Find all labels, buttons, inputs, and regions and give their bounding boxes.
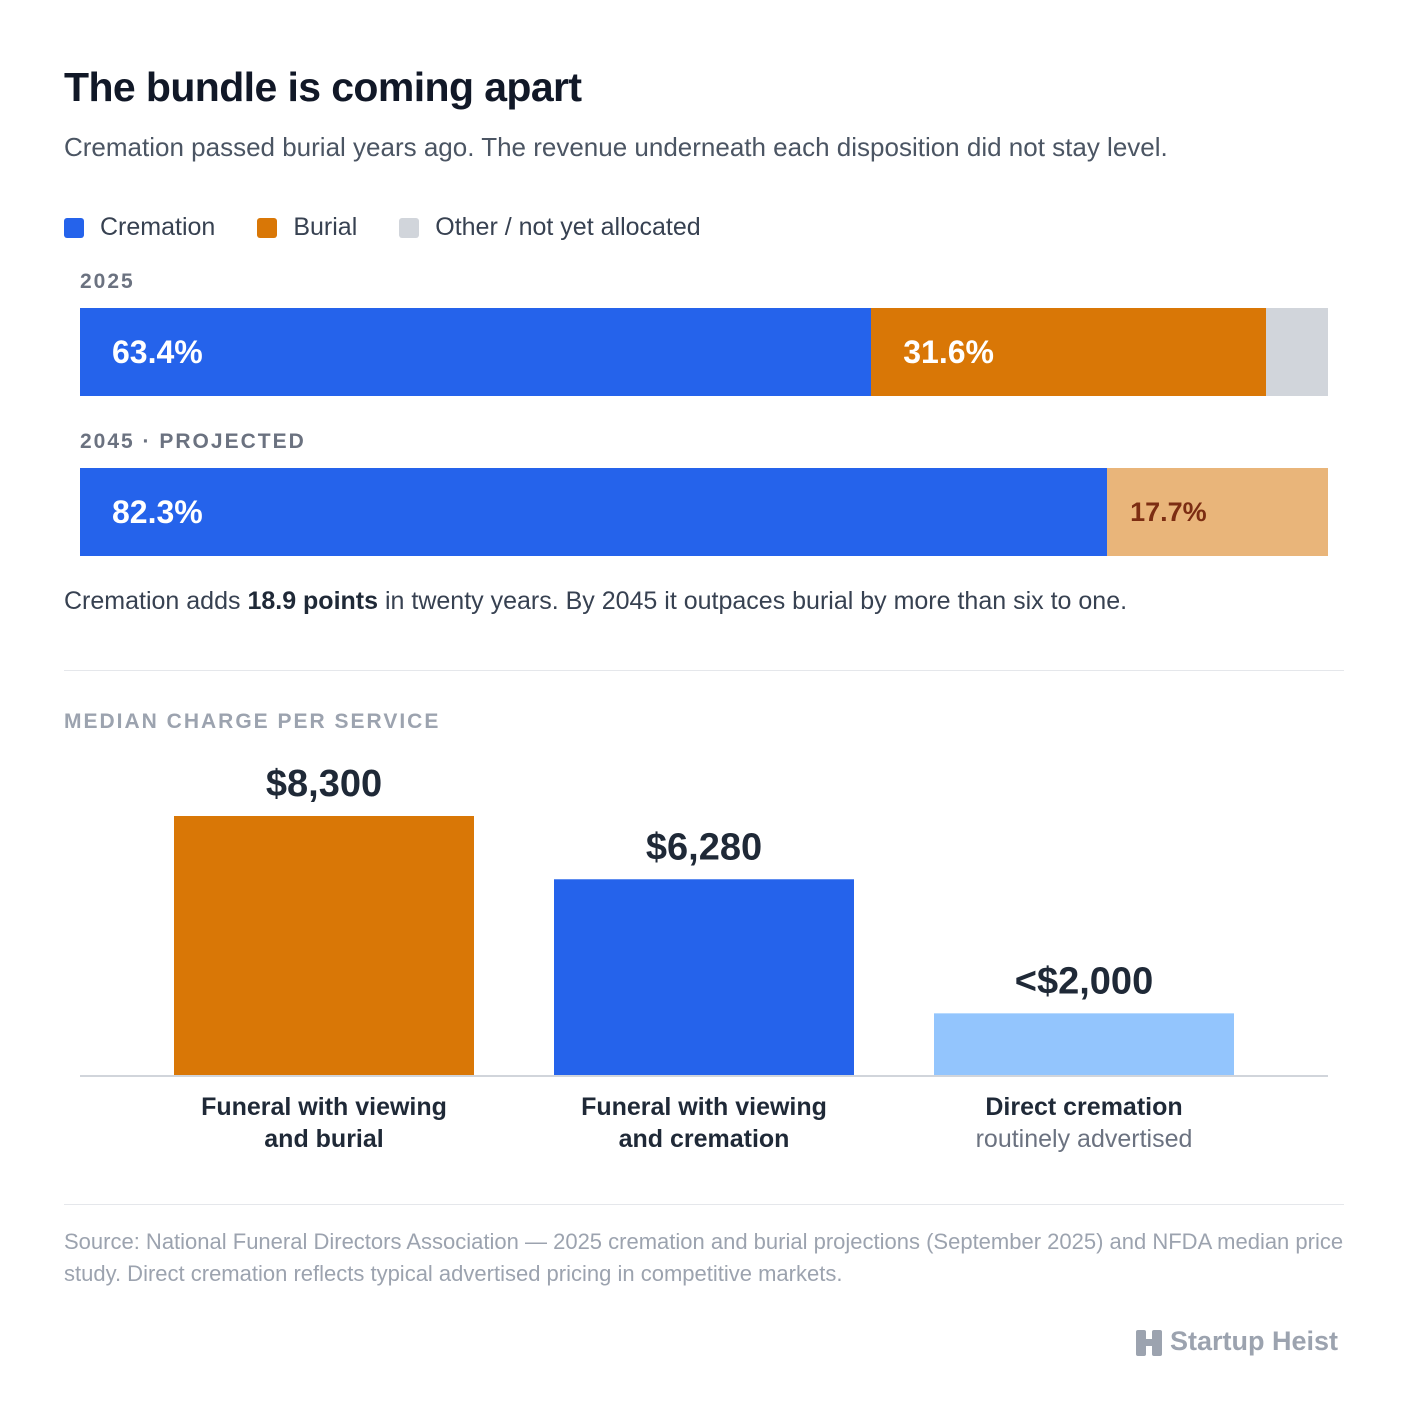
- stacked-bar-2025: 63.4% 31.6%: [80, 308, 1328, 396]
- segment-other-2025: [1265, 308, 1328, 396]
- category-label-burial: Funeral with viewing and burial: [134, 1091, 514, 1155]
- stacked-bar-2045: 82.3% 17.7%: [80, 468, 1328, 556]
- legend-item-burial: Burial: [257, 213, 357, 242]
- year-label-2045: 2045 · PROJECTED: [80, 430, 306, 453]
- segment-cremation-2045: 82.3%: [80, 468, 1108, 556]
- brand: Startup Heist: [1135, 1326, 1338, 1357]
- segment-label-burial-2045: 17.7%: [1130, 496, 1207, 527]
- takeaway-suffix: in twenty years. By 2045 it outpaces bur…: [378, 587, 1128, 615]
- year-label-2025: 2025: [80, 270, 135, 293]
- bar-direct: [934, 1013, 1234, 1076]
- legend-label-cremation: Cremation: [100, 213, 216, 241]
- bar-burial: [174, 816, 474, 1076]
- category-main-cremation: Funeral with viewing: [581, 1093, 827, 1121]
- category-label-direct: Direct cremation routinely advertised: [894, 1091, 1274, 1155]
- value-label-direct: <$2,000: [1015, 960, 1153, 1002]
- category-main2-burial: and burial: [264, 1125, 384, 1153]
- brand-name: Startup Heist: [1169, 1326, 1338, 1356]
- building-logo-icon: [1135, 1329, 1162, 1356]
- segment-label-cremation-2025: 63.4%: [112, 333, 203, 370]
- legend-label-burial: Burial: [293, 213, 358, 241]
- footer-divider: [64, 1204, 1344, 1205]
- legend-label-other: Other / not yet allocated: [435, 213, 701, 241]
- takeaway-prefix: Cremation adds: [64, 587, 248, 615]
- chart-subtitle: Cremation passed burial years ago. The r…: [64, 132, 1168, 162]
- legend-item-cremation: Cremation: [64, 213, 215, 242]
- section-divider: [64, 670, 1344, 671]
- chart-title: The bundle is coming apart: [64, 64, 582, 110]
- legend-swatch-other: [399, 217, 420, 238]
- segment-cremation-2025: 63.4%: [80, 308, 872, 396]
- segment-burial-2045: 17.7%: [1107, 468, 1328, 556]
- takeaway-highlight: 18.9 points: [247, 587, 379, 615]
- legend-swatch-cremation: [64, 217, 84, 238]
- category-main2-cremation: and cremation: [618, 1125, 790, 1153]
- legend-swatch-burial: [257, 217, 278, 238]
- value-label-burial: $8,300: [266, 763, 382, 805]
- category-main-direct: Direct cremation: [985, 1093, 1183, 1121]
- segment-label-burial-2025: 31.6%: [903, 333, 994, 370]
- bar-cremation: [554, 879, 854, 1076]
- category-label-cremation: Funeral with viewing and cremation: [514, 1091, 894, 1155]
- value-label-cremation: $6,280: [646, 826, 762, 868]
- category-sub-direct: routinely advertised: [975, 1125, 1193, 1153]
- segment-burial-2025: 31.6%: [871, 308, 1266, 396]
- segment-label-cremation-2045: 82.3%: [112, 493, 203, 530]
- legend: Cremation Burial Other / not yet allocat…: [64, 213, 743, 242]
- price-bar-chart: $8,300 $6,280 <$2,000: [80, 763, 1328, 1077]
- source-note: Source: National Funeral Directors Assoc…: [64, 1229, 1344, 1286]
- takeaway-text: Cremation adds 18.9 points in twenty yea…: [64, 587, 1127, 616]
- legend-item-other: Other / not yet allocated: [399, 213, 701, 242]
- category-main-burial: Funeral with viewing: [201, 1093, 447, 1121]
- section-label: MEDIAN CHARGE PER SERVICE: [64, 710, 441, 733]
